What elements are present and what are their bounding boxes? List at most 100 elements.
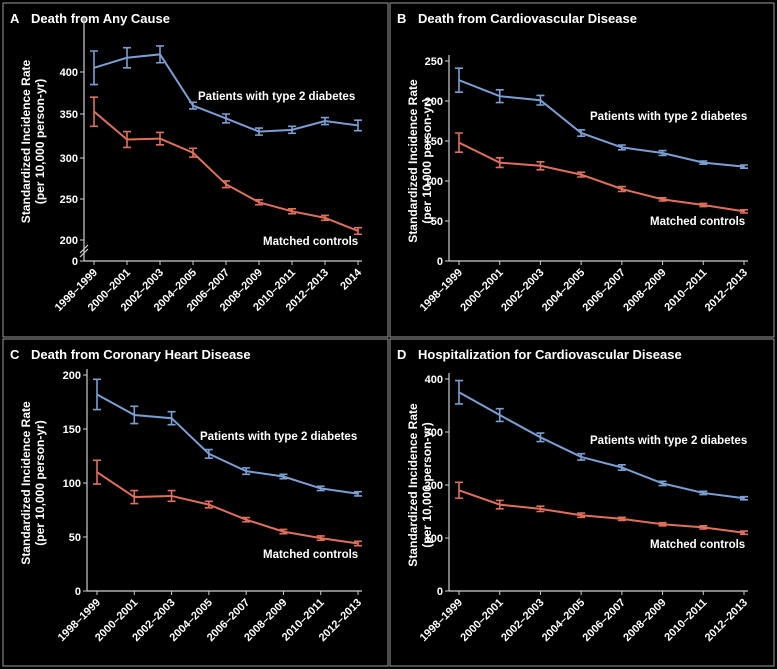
panel-d: D Hospitalization for Cardiovascular Dise… <box>389 338 775 667</box>
panel-b-controls-error-bar <box>495 157 504 169</box>
panel-d-y-tick-label: 400 <box>425 374 443 386</box>
panel-c-controls-error-bar <box>130 489 139 505</box>
panel-a-diabetes-error-bar <box>222 113 230 124</box>
panel-d-controls-error-bar <box>740 530 748 536</box>
panel-c-y-label-line2: (per 10,000 person-yr) <box>33 420 47 545</box>
panel-c-controls-error-bar <box>242 516 251 523</box>
panel-b: B Death from Cardiovascular Disease 0 50 100… <box>389 2 775 338</box>
panel-b-controls-error-bar <box>455 132 463 153</box>
panel-a: A Death from Any Cause 0 200 250 300 350 400 Sta… <box>2 2 389 338</box>
panel-d-diabetes-error-bar <box>699 490 708 496</box>
panel-a-y-label-line1: Standardized Incidence Rate <box>19 59 33 223</box>
panel-b-controls-line <box>458 141 745 213</box>
panel-b-y-label-line1: Standardized Incidence Rate <box>406 79 420 243</box>
panel-c-diabetes-label: Patients with type 2 diabetes <box>200 431 357 443</box>
panel-c-diabetes-error-bar <box>167 410 176 426</box>
panel-c-controls-label: Matched controls <box>263 549 358 561</box>
panel-c-y-label-line1: Standardized Incidence Rate <box>19 401 33 565</box>
panel-c-title: Death from Coronary Heart Disease <box>31 347 251 362</box>
panel-b-y-label-line2: (per 10,000 person-yr) <box>420 98 434 223</box>
panel-d-diabetes-error-bar <box>577 452 586 461</box>
panel-b-controls-error-bar <box>617 185 626 193</box>
panel-c-controls-line <box>96 471 359 545</box>
panel-c: C Death from Coronary Heart Disease 0 50 100… <box>2 338 389 667</box>
panel-c-y-tick-label: 50 <box>69 532 81 544</box>
panel-d-y-tick-label: 100 <box>425 533 443 545</box>
panel-a-controls-error-bar <box>354 226 362 236</box>
panel-a-y-tick-label: 300 <box>60 153 78 165</box>
panel-c-diabetes-error-bar <box>93 378 101 411</box>
panel-a-diabetes-error-bar <box>321 116 329 126</box>
panel-b-controls-error-bar <box>740 209 748 214</box>
panel-b-letter: B <box>397 11 406 26</box>
panel-a-axis-break <box>79 244 89 254</box>
panel-a-letter: A <box>10 11 20 26</box>
panel-b-y-tick-label: 50 <box>431 216 443 228</box>
panel-b-diabetes-label: Patients with type 2 diabetes <box>590 111 747 123</box>
panel-d-letter: D <box>397 347 406 362</box>
panel-a-controls-error-bar <box>90 96 98 128</box>
panel-b-controls-error-bar <box>658 197 667 202</box>
panel-c-y-tick-label: 150 <box>63 424 81 436</box>
panel-d-controls-error-bar <box>658 521 667 527</box>
panel-a-diabetes-error-bar <box>255 127 263 136</box>
panel-a-diabetes-label: Patients with type 2 diabetes <box>198 91 355 103</box>
panel-b-diabetes-error-bar <box>740 164 748 169</box>
panel-b-frame <box>389 2 775 338</box>
panel-b-diabetes-error-bar <box>536 94 545 106</box>
panel-a-y-label-line2: (per 10,000 person-yr) <box>33 79 47 204</box>
panel-a-controls-error-bar <box>123 130 131 149</box>
panel-d-diabetes-error-bar <box>658 480 667 487</box>
panel-b-y-tick-label: 200 <box>425 96 443 108</box>
panel-a-controls-error-bar <box>189 147 197 158</box>
panel-a-diabetes-error-bar <box>90 50 98 86</box>
panel-c-y-tick-label: 0 <box>75 586 81 598</box>
panel-c-diabetes-error-bar <box>204 448 213 459</box>
panel-c-diabetes-error-bar <box>354 490 362 497</box>
panel-c-controls-error-bar <box>316 535 325 542</box>
panel-c-controls-error-bar <box>93 459 101 485</box>
panel-a-title: Death from Any Cause <box>31 11 170 26</box>
panel-d-diabetes-error-bar <box>536 432 545 443</box>
panel-b-diabetes-error-bar <box>658 149 667 157</box>
panel-d-controls-error-bar <box>617 516 626 522</box>
panel-a-controls-error-bar <box>255 199 263 206</box>
panel-d-diabetes-error-bar <box>455 379 463 405</box>
panel-c-controls-error-bar <box>354 540 362 547</box>
panel-d-diabetes-line <box>458 391 745 500</box>
panel-d-controls-line <box>458 489 745 534</box>
panel-d-controls-error-bar <box>455 481 463 500</box>
panel-c-y-tick-label: 100 <box>63 478 81 490</box>
panel-b-y-tick-label: 100 <box>425 176 443 188</box>
panel-d-controls-error-bar <box>536 505 545 513</box>
panel-a-diabetes-error-bar <box>156 45 164 64</box>
panel-a-y-tick-label: 400 <box>60 67 78 79</box>
panel-d-controls-error-bar <box>495 499 504 510</box>
panel-c-controls-error-bar <box>279 528 288 535</box>
panel-d-diabetes-error-bar <box>495 407 504 423</box>
panel-c-diabetes-error-bar <box>242 467 251 476</box>
panel-d-y-label-line1: Standardized Incidence Rate <box>406 403 420 567</box>
panel-a-axis-break <box>79 248 89 258</box>
panel-c-diabetes-error-bar <box>279 473 288 480</box>
panel-b-title: Death from Cardiovascular Disease <box>418 11 637 26</box>
panel-a-y-tick-label: 200 <box>60 235 78 247</box>
panel-b-controls-error-bar <box>577 171 586 178</box>
panel-c-controls-error-bar <box>167 489 176 503</box>
panel-d-frame <box>389 338 775 667</box>
panel-b-diabetes-error-bar <box>617 144 626 151</box>
panel-a-y-tick-label: 0 <box>72 256 78 268</box>
panel-c-diabetes-line <box>96 393 359 495</box>
panel-c-y-tick-label: 200 <box>63 370 81 382</box>
panel-b-y-tick-label: 250 <box>425 56 443 68</box>
panel-d-controls-error-bar <box>577 512 586 519</box>
panel-b-diabetes-error-bar <box>577 129 586 137</box>
panel-a-diabetes-error-bar <box>189 101 197 110</box>
panel-a-controls-error-bar <box>222 180 230 189</box>
panel-d-y-tick-label: 0 <box>437 586 443 598</box>
panel-d-diabetes-error-bar <box>617 464 626 471</box>
panel-d-y-tick-label: 300 <box>425 427 443 439</box>
panel-c-letter: C <box>10 347 20 362</box>
panel-b-diabetes-error-bar <box>455 67 463 93</box>
